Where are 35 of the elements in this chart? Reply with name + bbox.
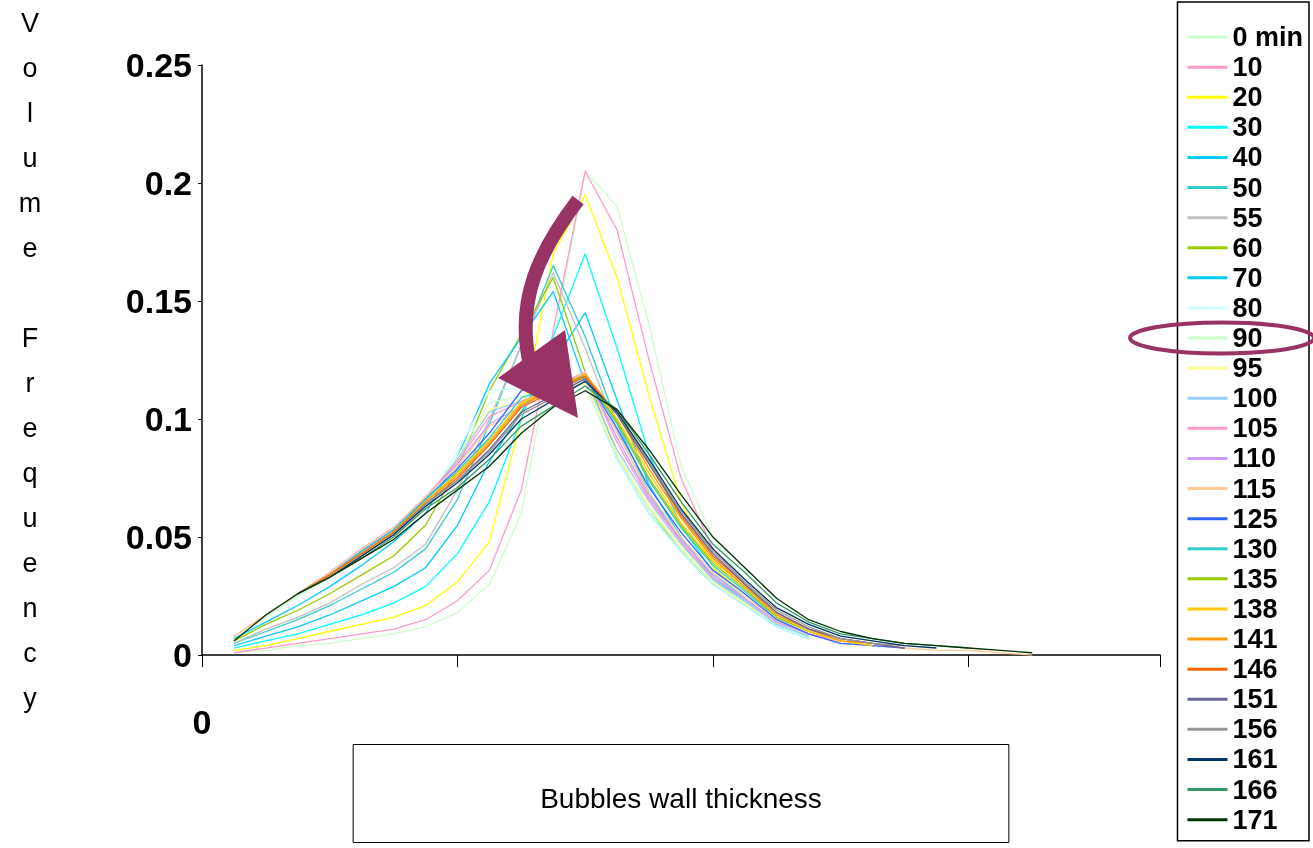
- x-axis-title: Bubbles wall thickness: [540, 783, 822, 814]
- legend-label: 0 min: [1232, 22, 1304, 53]
- legend-label: 110: [1232, 443, 1277, 474]
- y-tick-label: 0.15: [125, 282, 192, 321]
- y-tick-label: 0.1: [144, 400, 192, 439]
- legend-label: 70: [1232, 262, 1263, 293]
- legend-label: 115: [1232, 473, 1277, 504]
- legend-label: 125: [1232, 503, 1278, 534]
- legend-label: 105: [1232, 413, 1278, 444]
- legend-label: 156: [1232, 714, 1278, 745]
- legend-label: 30: [1232, 112, 1263, 143]
- legend-label: 100: [1232, 383, 1278, 414]
- legend-label: 166: [1232, 774, 1278, 805]
- legend-label: 10: [1232, 52, 1263, 83]
- legend-label: 171: [1232, 804, 1278, 835]
- text: Volume Frequency: [18, 7, 42, 713]
- legend-label: 151: [1232, 684, 1278, 715]
- y-tick-label: 0.2: [144, 164, 192, 203]
- legend-label: 20: [1232, 82, 1263, 113]
- legend-label: 95: [1232, 353, 1263, 384]
- legend-label: 141: [1232, 624, 1278, 655]
- y-tick-label: 0.05: [125, 518, 192, 557]
- legend-label: 135: [1232, 563, 1278, 594]
- legend-label: 60: [1232, 232, 1263, 263]
- legend-label: 146: [1232, 654, 1278, 685]
- y-tick-label: 0: [173, 636, 192, 675]
- legend-label: 55: [1232, 202, 1263, 233]
- legend-label: 130: [1232, 533, 1278, 564]
- y-tick-label: 0.25: [125, 46, 192, 84]
- legend-label: 80: [1232, 292, 1263, 323]
- legend-label: 40: [1232, 142, 1263, 173]
- legend-label: 50: [1232, 172, 1263, 203]
- legend-label: 90: [1232, 323, 1263, 354]
- legend-label: 138: [1232, 593, 1278, 624]
- legend-label: 161: [1232, 744, 1278, 775]
